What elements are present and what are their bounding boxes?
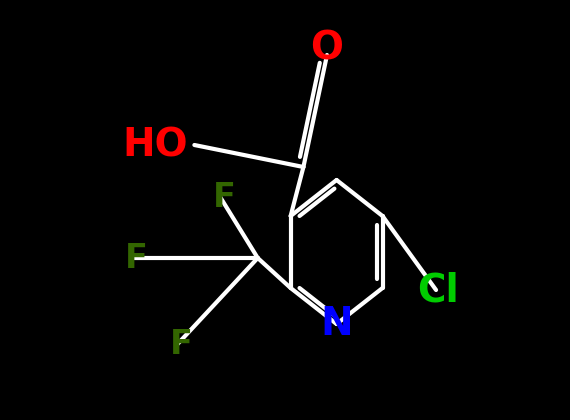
Text: F: F: [125, 241, 148, 275]
Text: N: N: [320, 305, 353, 343]
Text: Cl: Cl: [417, 271, 459, 309]
Text: HO: HO: [123, 126, 188, 164]
Text: F: F: [169, 328, 192, 362]
Text: O: O: [311, 30, 344, 68]
Text: F: F: [213, 181, 236, 213]
